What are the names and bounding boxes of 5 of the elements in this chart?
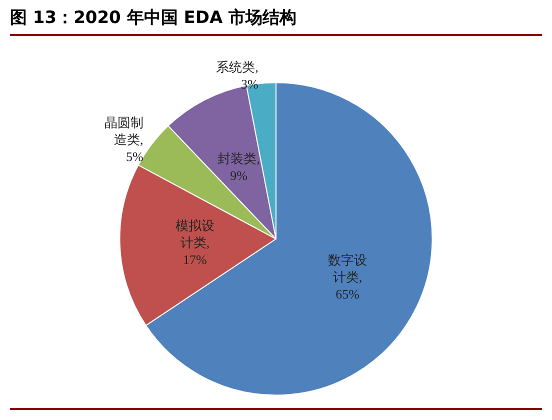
slice-label: 模拟设计类, 17% xyxy=(175,218,214,268)
slice-label: 封装类, 9% xyxy=(218,150,260,183)
slice-label: 晶圆制造类, 5% xyxy=(104,114,144,164)
slice-label: 数字设计类, 65% xyxy=(328,252,368,302)
chart-title: 图 13：2020 年中国 EDA 市场结构 xyxy=(10,6,542,36)
